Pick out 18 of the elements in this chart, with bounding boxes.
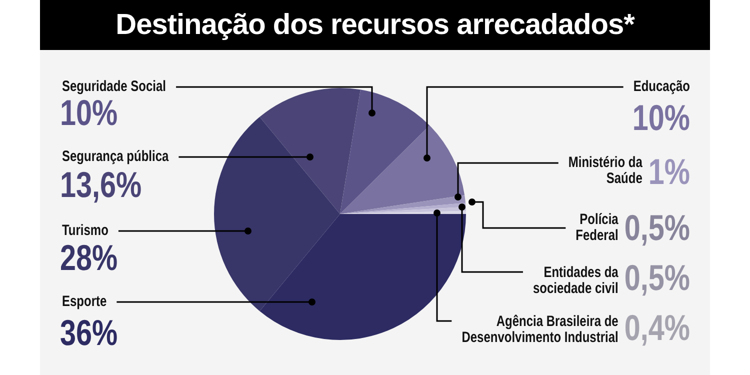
data-label: 36% [60, 312, 118, 353]
data-label: 13,6% [60, 164, 142, 205]
slice-label: Esporte [62, 292, 108, 310]
data-label: 0,5% [624, 206, 690, 248]
data-label: 28% [60, 236, 118, 278]
slice-label: Ministério da Saúde [568, 154, 643, 186]
slice-label: Turismo [62, 222, 108, 238]
slice-label: Educação [633, 78, 690, 94]
data-label: 1% [648, 150, 690, 192]
data-label: 0,4% [624, 306, 690, 348]
slice-label: Segurança pública [62, 148, 170, 164]
slice-label: Polícia Federal [576, 210, 619, 244]
data-label: 10% [632, 96, 690, 138]
slice-label: Entidades da sociedade civil [533, 264, 619, 296]
chart-title: Destinação dos recursos arrecadados* [40, 0, 710, 50]
data-label: 0,5% [624, 256, 690, 298]
slice-label: Agência Brasileira de Desenvolvimento Industrial [462, 312, 619, 346]
slice-label: Seguridade Social [62, 78, 166, 94]
